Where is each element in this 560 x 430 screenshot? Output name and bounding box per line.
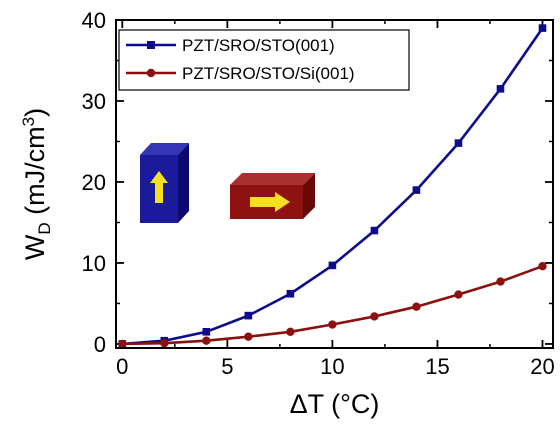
legend-label-series-1: PZT/SRO/STO(001): [182, 36, 335, 55]
data-point-series-1: [412, 186, 421, 194]
x-tick-label: 0: [116, 354, 128, 379]
x-tick-label: 20: [530, 354, 554, 379]
data-point-series-1: [370, 226, 379, 235]
y-axis-label-close: ): [20, 108, 50, 117]
legend: PZT/SRO/STO(001) PZT/SRO/STO/Si(001): [118, 29, 410, 91]
plot-frame: [115, 19, 554, 349]
x-tick-label: 10: [320, 354, 344, 379]
legend-marker-series-1: [147, 41, 155, 49]
up-arrow-icon: [150, 171, 168, 203]
legend-box: [118, 29, 410, 91]
plot-layer: [116, 19, 553, 349]
right-arrow-icon: [250, 192, 290, 212]
data-point-series-2: [370, 312, 379, 321]
y-axis-label: WD (mJ/cm3): [19, 108, 54, 260]
x-axis-label: ΔT (°C): [290, 389, 380, 419]
data-point-series-1: [328, 261, 337, 270]
data-point-series-2: [412, 302, 421, 311]
data-point-series-2: [160, 338, 169, 348]
y-axis-label-subscript: D: [35, 222, 54, 234]
data-point-series-1: [538, 24, 547, 32]
x-tick-label: 15: [425, 354, 449, 379]
data-point-series-1: [496, 85, 505, 93]
y-axis-label-main: W: [20, 234, 50, 260]
data-point-series-2: [286, 327, 295, 337]
data-point-series-1: [286, 289, 295, 298]
data-point-series-2: [118, 339, 127, 349]
y-axis-label-unit: (mJ/cm: [20, 126, 50, 222]
data-point-series-2: [202, 336, 211, 345]
y-tick-label: 30: [82, 89, 106, 114]
data-point-series-2: [454, 290, 463, 299]
y-tick-label: 40: [82, 8, 106, 33]
data-point-series-2: [328, 320, 337, 329]
data-point-series-2: [496, 277, 505, 286]
blue-box-side-face: [178, 143, 189, 223]
x-tick-label: 5: [221, 354, 233, 379]
data-point-series-1: [202, 328, 211, 336]
data-point-series-1: [244, 311, 253, 320]
data-point-series-1: [454, 139, 463, 147]
series-line-2: [122, 264, 543, 346]
y-tick-label: 20: [82, 170, 106, 195]
red-box-schematic: [230, 173, 315, 219]
blue-box-top-face: [140, 143, 189, 155]
data-point-series-2: [244, 332, 253, 341]
red-box-top-face: [230, 173, 315, 185]
legend-marker-series-2: [146, 68, 156, 78]
red-box-side-face: [303, 173, 315, 219]
y-tick-label: 0: [94, 332, 106, 357]
data-point-series-2: [538, 262, 547, 271]
y-tick-label: 10: [82, 251, 106, 276]
legend-label-series-2: PZT/SRO/STO/Si(001): [182, 64, 355, 83]
blue-box-schematic: [140, 143, 189, 223]
y-axis-label-superscript: 3: [19, 117, 38, 126]
